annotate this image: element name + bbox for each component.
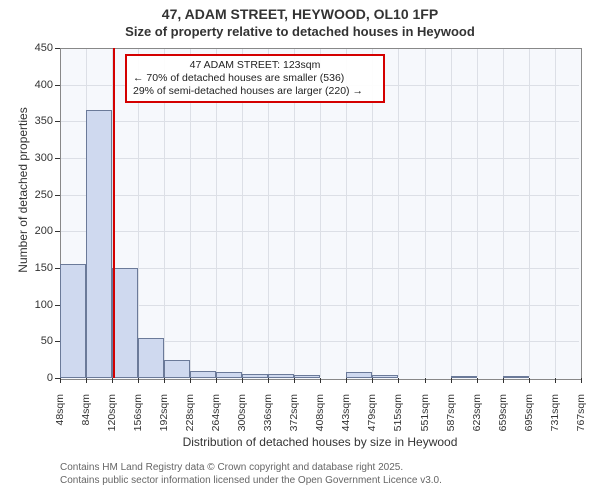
xtick-mark	[372, 378, 373, 383]
xtick-label: 372sqm	[288, 394, 300, 444]
xtick-label: 84sqm	[80, 394, 92, 444]
ytick-label: 400	[25, 79, 53, 91]
xtick-label: 551sqm	[419, 394, 431, 444]
annotation-line: 47 ADAM STREET: 123sqm	[133, 59, 377, 72]
gridline-v	[503, 49, 504, 377]
xtick-label: 443sqm	[340, 394, 352, 444]
gridline-v	[477, 49, 478, 377]
footnote-line: Contains public sector information licen…	[60, 475, 580, 488]
gridline-v	[555, 49, 556, 377]
histogram-bar	[294, 375, 320, 378]
ytick-mark	[55, 48, 60, 49]
xtick-mark	[242, 378, 243, 383]
chart-title-2: Size of property relative to detached ho…	[0, 24, 600, 39]
ytick-label: 200	[25, 225, 53, 237]
xtick-label: 587sqm	[445, 394, 457, 444]
xtick-label: 659sqm	[497, 394, 509, 444]
annotation-line: 29% of semi-detached houses are larger (…	[133, 85, 377, 98]
histogram-bar	[86, 110, 112, 378]
xtick-label: 695sqm	[523, 394, 535, 444]
xtick-mark	[477, 378, 478, 383]
xtick-label: 156sqm	[132, 394, 144, 444]
xtick-mark	[112, 378, 113, 383]
xtick-label: 479sqm	[366, 394, 378, 444]
ytick-mark	[55, 85, 60, 86]
xtick-mark	[320, 378, 321, 383]
xtick-mark	[216, 378, 217, 383]
xtick-mark	[190, 378, 191, 383]
xtick-label: 767sqm	[575, 394, 587, 444]
xtick-mark	[398, 378, 399, 383]
histogram-bar	[138, 338, 164, 378]
ytick-label: 350	[25, 115, 53, 127]
histogram-bar	[112, 268, 138, 378]
gridline-v	[425, 49, 426, 377]
ytick-mark	[55, 158, 60, 159]
xtick-mark	[503, 378, 504, 383]
footnote: Contains HM Land Registry data © Crown c…	[60, 462, 580, 487]
histogram-bar	[372, 375, 398, 378]
ytick-mark	[55, 121, 60, 122]
ytick-label: 450	[25, 42, 53, 54]
xtick-mark	[86, 378, 87, 383]
xtick-mark	[555, 378, 556, 383]
chart-container: 47, ADAM STREET, HEYWOOD, OL10 1FP Size …	[0, 0, 600, 500]
histogram-bar	[242, 374, 268, 378]
xtick-label: 300sqm	[236, 394, 248, 444]
xtick-mark	[60, 378, 61, 383]
marker-line	[113, 48, 115, 378]
footnote-line: Contains HM Land Registry data © Crown c…	[60, 462, 580, 475]
ytick-label: 50	[25, 335, 53, 347]
xtick-label: 731sqm	[549, 394, 561, 444]
histogram-bar	[60, 264, 86, 378]
xtick-label: 120sqm	[106, 394, 118, 444]
xtick-mark	[451, 378, 452, 383]
histogram-bar	[346, 372, 372, 378]
gridline-v	[398, 49, 399, 377]
xtick-label: 515sqm	[392, 394, 404, 444]
annotation-box: 47 ADAM STREET: 123sqm← 70% of detached …	[125, 54, 385, 103]
xtick-mark	[581, 378, 582, 383]
ytick-label: 100	[25, 299, 53, 311]
histogram-bar	[190, 371, 216, 378]
xtick-label: 228sqm	[184, 394, 196, 444]
histogram-bar	[164, 360, 190, 378]
chart-title-1: 47, ADAM STREET, HEYWOOD, OL10 1FP	[0, 6, 600, 22]
xtick-label: 192sqm	[158, 394, 170, 444]
annotation-line: ← 70% of detached houses are smaller (53…	[133, 72, 377, 85]
ytick-mark	[55, 231, 60, 232]
ytick-label: 0	[25, 372, 53, 384]
gridline-v	[529, 49, 530, 377]
ytick-label: 300	[25, 152, 53, 164]
xtick-mark	[425, 378, 426, 383]
xtick-mark	[164, 378, 165, 383]
histogram-bar	[451, 376, 477, 378]
histogram-bar	[268, 374, 294, 378]
xtick-mark	[294, 378, 295, 383]
xtick-mark	[138, 378, 139, 383]
histogram-bar	[503, 376, 529, 378]
histogram-bar	[216, 372, 242, 378]
xtick-mark	[529, 378, 530, 383]
xtick-mark	[346, 378, 347, 383]
xtick-label: 48sqm	[54, 394, 66, 444]
xtick-label: 336sqm	[262, 394, 274, 444]
xtick-label: 408sqm	[314, 394, 326, 444]
xtick-mark	[268, 378, 269, 383]
ytick-label: 250	[25, 189, 53, 201]
ytick-label: 150	[25, 262, 53, 274]
gridline-v	[451, 49, 452, 377]
xtick-label: 264sqm	[210, 394, 222, 444]
ytick-mark	[55, 195, 60, 196]
xtick-label: 623sqm	[471, 394, 483, 444]
